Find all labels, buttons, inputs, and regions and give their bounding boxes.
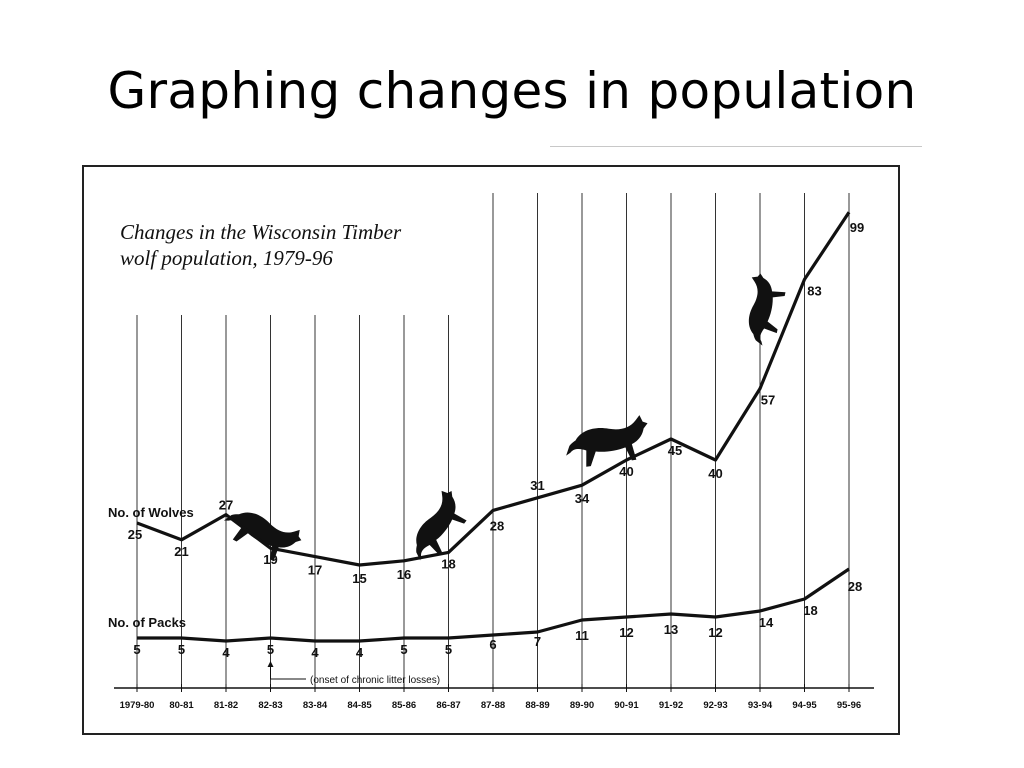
x-tick-label: 93-94 (748, 700, 773, 711)
x-tick-label: 87-88 (481, 700, 505, 711)
packs-data-label: 6 (489, 637, 496, 652)
wolves-series-line (136, 211, 851, 567)
wolves-data-label: 45 (668, 443, 682, 458)
wolves-data-label: 17 (308, 563, 322, 578)
packs-data-label: 14 (759, 615, 774, 630)
x-tick-label: 1979-80 (120, 700, 155, 711)
wolves-data-label: 40 (708, 466, 722, 481)
x-tick-label: 95-96 (837, 700, 861, 711)
wolf-silhouettes (223, 273, 786, 562)
wolf-shape (223, 512, 302, 562)
wolves-data-label: 15 (352, 571, 366, 586)
x-tick-label: 94-95 (792, 700, 817, 711)
x-tick-label: 84-85 (347, 700, 372, 711)
x-tick-label: 88-89 (525, 700, 549, 711)
packs-data-label: 5 (267, 642, 274, 657)
wolves-data-label: 34 (575, 491, 590, 506)
series-label-packs: No. of Packs (108, 615, 186, 630)
wolf-shape (416, 490, 467, 561)
wolves-data-label: 25 (128, 527, 142, 542)
wolves-data-label: 57 (761, 393, 775, 408)
packs-data-label: 28 (848, 579, 862, 594)
wolves-data-label: 28 (490, 518, 504, 533)
packs-data-label: 13 (664, 622, 678, 637)
packs-data-label: 4 (311, 645, 319, 660)
annotation-text: (onset of chronic litter losses) (310, 675, 440, 686)
annotation-group: (onset of chronic litter losses) (267, 661, 440, 686)
x-tick-label: 89-90 (570, 700, 594, 711)
series-label-wolves: No. of Wolves (108, 505, 194, 520)
x-axis: 1979-80 80-81 81-82 82-83 83-84 84-85 85-86 86-… (114, 684, 874, 711)
x-tick-label: 82-83 (258, 700, 282, 711)
wolves-data-label: 27 (219, 498, 233, 513)
packs-data-label: 5 (400, 642, 407, 657)
packs-data-label: 4 (356, 645, 364, 660)
chart-title-line-1: Changes in the Wisconsin Timber (120, 220, 402, 244)
wolves-data-label: 99 (850, 220, 864, 235)
packs-series-line (137, 567, 850, 643)
x-tick-label: 92-93 (703, 700, 727, 711)
x-tick-label: 81-82 (214, 700, 238, 711)
packs-data-label: 5 (445, 642, 452, 657)
x-tick-label: 90-91 (614, 700, 639, 711)
chart-frame: 25 21 27 19 17 15 16 18 28 31 34 40 45 40 57 83 99 5 5 4 5 4 4… (82, 165, 900, 735)
chart-title-line-2: wolf population, 1979-96 (120, 246, 333, 270)
x-tick-label: 80-81 (169, 700, 194, 711)
wolf-shape (566, 415, 648, 467)
x-tick-label: 85-86 (392, 700, 416, 711)
wolf-shape (748, 273, 786, 346)
wolves-data-label: 83 (807, 283, 821, 298)
wolves-data-label: 19 (263, 552, 277, 567)
packs-data-label: 12 (708, 625, 722, 640)
wolf-silhouette-icon (748, 273, 786, 346)
x-tick-label: 83-84 (303, 700, 328, 711)
packs-data-label: 5 (178, 642, 185, 657)
annotation-arrowhead (267, 661, 274, 667)
title-divider (550, 146, 922, 147)
wolves-data-label: 18 (441, 556, 455, 571)
packs-data-label: 18 (803, 603, 817, 618)
packs-data-label: 11 (575, 628, 589, 643)
packs-data-label: 4 (222, 645, 230, 660)
slide-title: Graphing changes in population (107, 62, 917, 120)
wolf-silhouette-icon (566, 415, 648, 467)
wolves-data-label: 16 (397, 567, 411, 582)
packs-data-label: 5 (133, 642, 140, 657)
wolves-data-label: 40 (619, 464, 633, 479)
series-lines (136, 211, 851, 643)
wolves-data-label: 31 (530, 478, 544, 493)
x-tick-label: 91-92 (659, 700, 683, 711)
packs-data-label: 7 (534, 634, 541, 649)
x-tick-label: 86-87 (436, 700, 460, 711)
packs-data-label: 12 (619, 625, 633, 640)
wolf-silhouette-icon (223, 512, 302, 562)
wolf-silhouette-icon (416, 490, 467, 561)
wolves-data-label: 21 (174, 544, 188, 559)
